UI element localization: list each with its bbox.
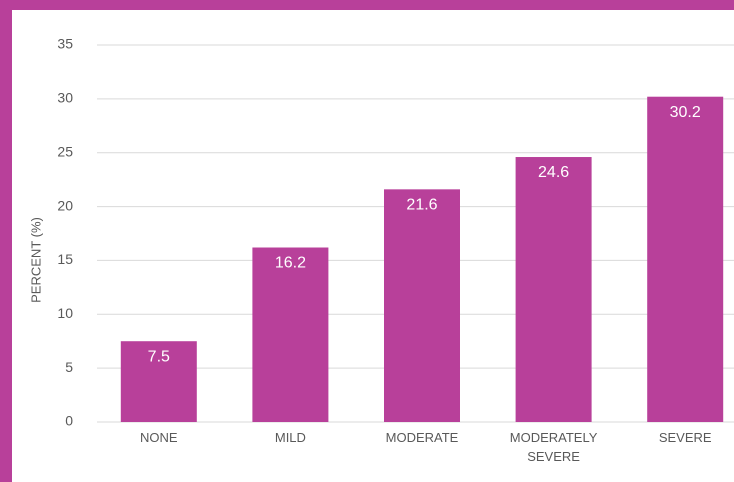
x-tick-label: NONE bbox=[140, 430, 178, 445]
y-tick-label: 20 bbox=[57, 197, 73, 213]
bar bbox=[120, 341, 197, 422]
bar bbox=[252, 247, 329, 422]
x-tick-label: MODERATE bbox=[385, 430, 459, 445]
bar bbox=[515, 157, 592, 422]
x-tick-label: SEVERE bbox=[658, 430, 712, 445]
y-tick-label: 5 bbox=[65, 359, 73, 375]
y-tick-label: 10 bbox=[57, 305, 73, 321]
bar bbox=[384, 189, 460, 422]
y-tick-label: 35 bbox=[57, 36, 73, 52]
value-label: 21.6 bbox=[406, 197, 437, 214]
x-tick-label: MODERATELY SEVERE bbox=[509, 430, 598, 464]
y-tick-label: 25 bbox=[57, 143, 73, 159]
y-tick-label: 30 bbox=[57, 90, 73, 106]
y-tick-label: 0 bbox=[65, 413, 73, 429]
value-label: 30.2 bbox=[670, 104, 701, 121]
value-label: 16.2 bbox=[275, 255, 306, 272]
y-axis-label: PERCENT (%) bbox=[28, 217, 43, 303]
value-label: 7.5 bbox=[148, 348, 170, 365]
bar bbox=[647, 96, 724, 423]
value-label: 24.6 bbox=[538, 164, 569, 181]
x-tick-label: MILD bbox=[274, 430, 306, 445]
y-tick-label: 15 bbox=[57, 251, 73, 267]
